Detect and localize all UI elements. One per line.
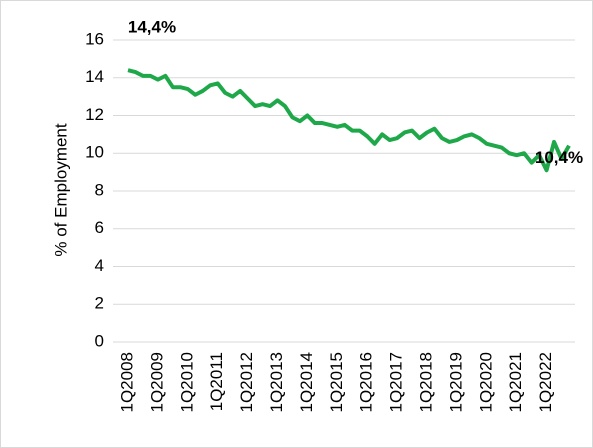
x-tick-label: 1Q2014 <box>297 352 316 413</box>
y-tick-label: 0 <box>95 331 104 350</box>
x-tick-label: 1Q2012 <box>237 352 256 413</box>
y-tick-label: 14 <box>85 67 104 86</box>
y-tick-label: 8 <box>95 180 104 199</box>
x-tick-label: 1Q2009 <box>147 352 166 413</box>
y-tick-label: 6 <box>95 218 104 237</box>
x-tick-label: 1Q2011 <box>207 352 226 411</box>
x-tick-label: 1Q2018 <box>416 352 435 413</box>
x-tick-label: 1Q2013 <box>267 352 286 413</box>
y-axis-title: % of Employment <box>51 123 70 256</box>
x-tick-label: 1Q2021 <box>506 352 525 413</box>
x-tick-label: 1Q2016 <box>357 352 376 413</box>
data-label: 10,4% <box>535 148 583 167</box>
x-tick-label: 1Q2010 <box>177 352 196 413</box>
y-tick-label: 2 <box>95 294 104 313</box>
data-label: 14,4% <box>128 18 176 37</box>
y-tick-label: 12 <box>85 105 104 124</box>
x-tick-label: 1Q2017 <box>387 352 406 413</box>
x-tick-label: 1Q2022 <box>536 352 555 413</box>
x-tick-label: 1Q2019 <box>446 352 465 413</box>
x-tick-label: 1Q2015 <box>327 352 346 413</box>
y-tick-label: 4 <box>95 256 104 275</box>
x-tick-label: 1Q2008 <box>117 352 136 413</box>
y-tick-label: 10 <box>85 143 104 162</box>
y-tick-label: 16 <box>85 29 104 48</box>
x-tick-label: 1Q2020 <box>476 352 495 413</box>
data-line <box>127 68 571 173</box>
